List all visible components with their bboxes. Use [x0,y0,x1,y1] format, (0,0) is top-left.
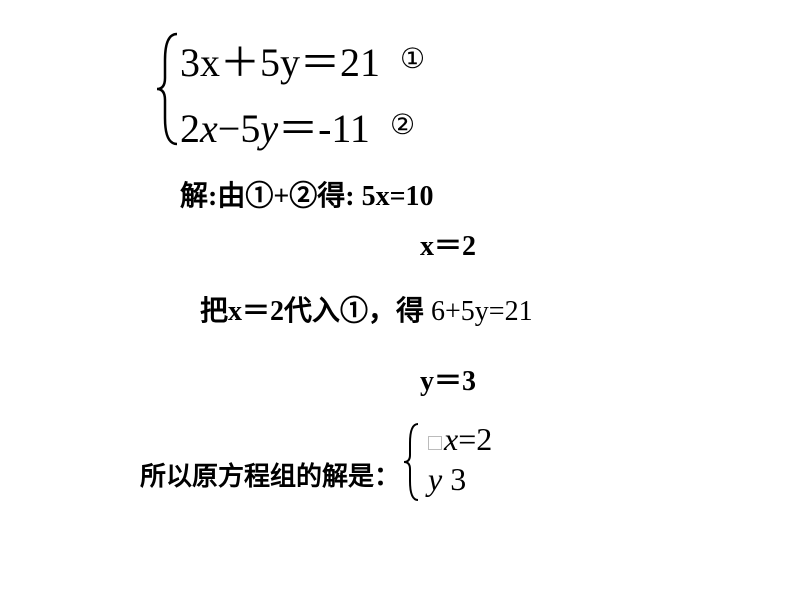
equation-2-row: 2x−5y＝-11 ② [180,96,794,154]
left-brace-icon [155,30,183,170]
final-solution-row: 所以原方程组的解是： x=2 y 3 [0,419,794,499]
solution-step-4: y＝3 [420,359,794,399]
final-eq-2: y 3 [428,459,492,499]
equation-1: 3x＋5y＝21 [180,30,380,88]
final-label: 所以原方程组的解是： [140,456,400,493]
solution-step-3: 把x＝2代入①，得 6+5y=21 [200,289,794,329]
equation-2: 2x−5y＝-11 [180,96,370,154]
final-eq-1: x=2 [428,419,492,459]
solution-step-1: 解:由①+②得: 5x=10 [180,174,794,214]
equation-1-row: 3x＋5y＝21 ① [180,30,794,88]
marker-2: ② [390,108,415,142]
placeholder-box-icon [428,436,442,450]
equation-system: 3x＋5y＝21 ① 2x−5y＝-11 ② [180,30,794,154]
final-system: x=2 y 3 [420,419,492,499]
solution-step-2: x＝2 [420,224,794,264]
final-brace-icon [402,421,422,508]
marker-1: ① [400,42,425,76]
